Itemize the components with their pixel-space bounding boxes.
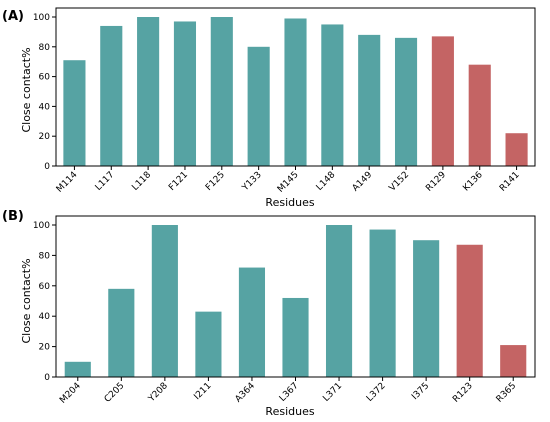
panel-b-x-tick-label: C205 — [103, 381, 127, 405]
panel-b-x-tick-label: Y208 — [146, 381, 170, 405]
panel-a-x-tick-label: R129 — [424, 170, 448, 194]
panel-a-bar-F125 — [210, 17, 233, 166]
panel-b-y-tick-label: 40 — [39, 312, 51, 322]
panel-a-bar-M114 — [63, 60, 86, 166]
panel-a-y-tick-label: 40 — [39, 102, 51, 112]
panel-b-bar-R123 — [456, 244, 483, 377]
panel-a-y-tick-label: 60 — [39, 73, 51, 83]
panel-a-bar-M145 — [284, 18, 307, 166]
panel-b-bar-A364 — [238, 267, 266, 377]
panel-a-x-tick-label: M114 — [55, 170, 80, 195]
panel-b-y-tick-label: 60 — [39, 282, 51, 292]
panel-a-x-tick-label: A149 — [351, 170, 375, 194]
panel-a-bar-R141 — [505, 133, 528, 166]
panel-a-x-tick-label: F121 — [167, 170, 190, 193]
panel-a-y-tick-label: 20 — [39, 132, 51, 142]
panel-b-x-tick-label: I211 — [192, 381, 213, 402]
panel-b-x-tick-label: R365 — [495, 381, 519, 405]
panel-a-bar-K136 — [468, 64, 491, 166]
panel-b-y-tick-label: 80 — [39, 251, 51, 261]
panel-a-y-axis-title: Close contact% — [20, 47, 33, 132]
panel-a-bar-V152 — [394, 37, 418, 166]
panel-a-x-tick-label: Y133 — [240, 170, 264, 194]
panel-b-x-tick-label: A364 — [233, 381, 257, 405]
panel-a-x-tick-label: L118 — [130, 170, 153, 193]
panel-a-bar-L118 — [137, 17, 160, 166]
panel-b-bar-L372 — [369, 229, 396, 377]
panel-a-x-tick-label: F125 — [204, 170, 227, 193]
panel-a-x-tick-label: K136 — [461, 170, 485, 194]
panel-a-x-tick-label: R141 — [498, 170, 522, 194]
panel-b-chart: (B) Close contact% Residues 0 20 40 60 80 100… — [2, 209, 536, 418]
panel-a-y-tick-label: 100 — [33, 13, 50, 23]
panel-b-bar-I375 — [413, 240, 440, 377]
panel-b-bar-Y208 — [151, 225, 178, 377]
panel-b-y-tick-label: 0 — [44, 373, 50, 383]
panel-a-x-tick-label: L117 — [94, 170, 117, 193]
panel-b-bar-L371 — [325, 225, 353, 377]
panel-b-bar-L367 — [282, 297, 309, 377]
panel-a-bar-A149 — [358, 34, 381, 166]
panel-a-y-tick-label: 0 — [44, 162, 50, 172]
panel-a-x-axis-title: Residues — [265, 196, 314, 209]
panel-a-bar-F121 — [173, 21, 197, 166]
panel-a-chart: (A) Close contact% Residues 0 20 40 60 80 100… — [2, 7, 536, 209]
panel-a-bar-L148 — [321, 24, 344, 167]
panel-b-bar-I211 — [195, 311, 222, 377]
panel-b-y-axis-title: Close contact% — [20, 258, 33, 343]
panel-b-y-tick-label: 20 — [39, 343, 51, 353]
panel-a-x-tick-label: L148 — [315, 170, 338, 193]
panel-b-x-tick-label: R123 — [451, 381, 475, 405]
panel-b-x-tick-label: L367 — [278, 381, 301, 404]
panel-a-bar-R129 — [431, 36, 454, 167]
panel-b-x-tick-label: I375 — [410, 381, 431, 402]
panel-a-y-tick-label: 80 — [39, 43, 51, 53]
panel-b-x-tick-label: L372 — [365, 381, 388, 404]
panel-a-bar-Y133 — [247, 46, 270, 166]
panel-a-x-tick-label: V152 — [388, 170, 412, 194]
panel-b-bar-C205 — [108, 288, 135, 377]
panel-b-bar-M204 — [64, 361, 91, 377]
panel-b-x-tick-label: M204 — [58, 381, 83, 406]
panel-b-y-tick-label: 100 — [33, 221, 50, 231]
panel-a-x-tick-label: M145 — [276, 170, 301, 195]
panel-a-bar-L117 — [100, 25, 123, 166]
panel-b-x-axis-title: Residues — [265, 405, 314, 418]
panel-b-bar-R365 — [500, 345, 527, 377]
panel-b-label: (B) — [2, 209, 24, 224]
panel-a-label: (A) — [2, 9, 24, 24]
panel-b-x-tick-label: L371 — [321, 381, 344, 404]
